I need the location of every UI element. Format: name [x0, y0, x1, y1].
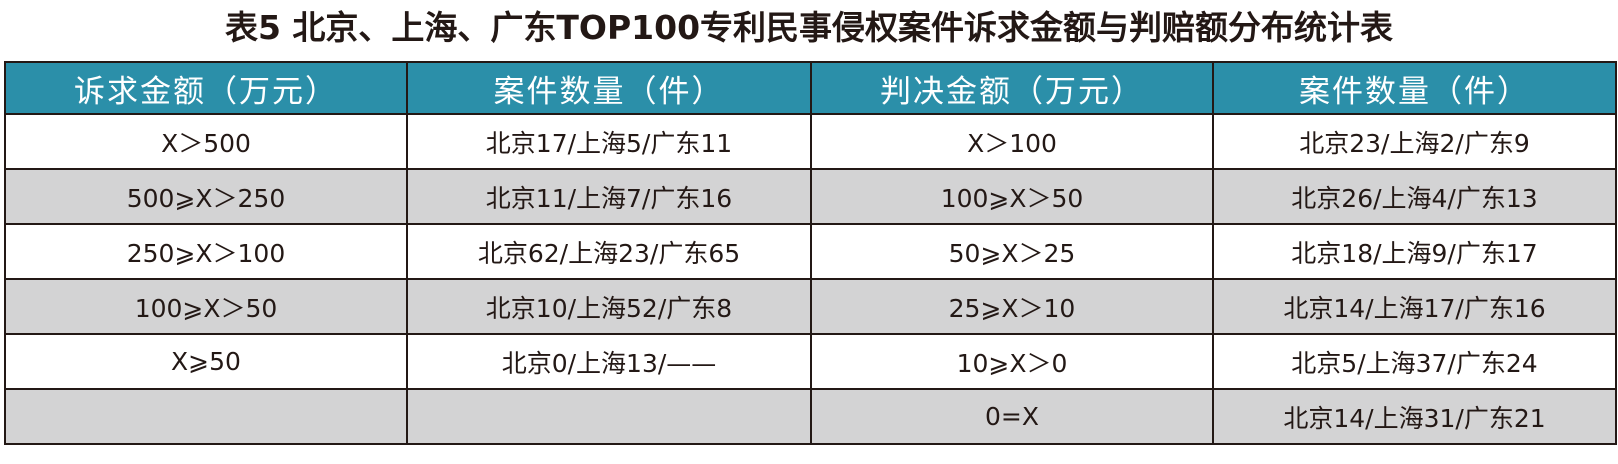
header-claim-case-count: 案件数量（件）	[406, 61, 812, 115]
table-row: X＞500 北京17/上海5/广东11 X＞100 北京23/上海2/广东9	[4, 113, 1617, 170]
claim-case-count-cell	[406, 388, 812, 445]
judgment-amount-cell: 100⩾X＞50	[810, 168, 1214, 225]
table-row: 100⩾X＞50 北京10/上海52/广东8 25⩾X＞10 北京14/上海17…	[4, 278, 1617, 335]
table-row: 0=X 北京14/上海31/广东21	[4, 388, 1617, 445]
judgment-amount-cell: 25⩾X＞10	[810, 278, 1214, 335]
statistics-table: 诉求金额（万元） 案件数量（件） 判决金额（万元） 案件数量（件） X＞500 …	[4, 61, 1617, 445]
table-row: 250⩾X＞100 北京62/上海23/广东65 50⩾X＞25 北京18/上海…	[4, 223, 1617, 280]
table-row: 500⩾X＞250 北京11/上海7/广东16 100⩾X＞50 北京26/上海…	[4, 168, 1617, 225]
judgment-case-count-cell: 北京26/上海4/广东13	[1212, 168, 1617, 225]
judgment-case-count-cell: 北京14/上海31/广东21	[1212, 388, 1617, 445]
judgment-amount-cell: 50⩾X＞25	[810, 223, 1214, 280]
header-judgment-case-count: 案件数量（件）	[1212, 61, 1617, 115]
header-judgment-amount: 判决金额（万元）	[810, 61, 1214, 115]
claim-case-count-cell: 北京0/上海13/——	[406, 333, 812, 390]
judgment-amount-cell: 0=X	[810, 388, 1214, 445]
claim-amount-cell	[4, 388, 408, 445]
claim-case-count-cell: 北京11/上海7/广东16	[406, 168, 812, 225]
header-claim-amount: 诉求金额（万元）	[4, 61, 408, 115]
judgment-amount-cell: 10⩾X＞0	[810, 333, 1214, 390]
claim-amount-cell: 500⩾X＞250	[4, 168, 408, 225]
claim-case-count-cell: 北京62/上海23/广东65	[406, 223, 812, 280]
claim-case-count-cell: 北京10/上海52/广东8	[406, 278, 812, 335]
claim-amount-cell: X⩾50	[4, 333, 408, 390]
table-title: 表5 北京、上海、广东TOP100专利民事侵权案件诉求金额与判赔额分布统计表	[224, 8, 1394, 47]
claim-amount-cell: 250⩾X＞100	[4, 223, 408, 280]
judgment-case-count-cell: 北京5/上海37/广东24	[1212, 333, 1617, 390]
claim-case-count-cell: 北京17/上海5/广东11	[406, 113, 812, 170]
claim-amount-cell: X＞500	[4, 113, 408, 170]
table-row: X⩾50 北京0/上海13/—— 10⩾X＞0 北京5/上海37/广东24	[4, 333, 1617, 390]
claim-amount-cell: 100⩾X＞50	[4, 278, 408, 335]
judgment-case-count-cell: 北京18/上海9/广东17	[1212, 223, 1617, 280]
judgment-case-count-cell: 北京23/上海2/广东9	[1212, 113, 1617, 170]
judgment-amount-cell: X＞100	[810, 113, 1214, 170]
judgment-case-count-cell: 北京14/上海17/广东16	[1212, 278, 1617, 335]
header-row: 诉求金额（万元） 案件数量（件） 判决金额（万元） 案件数量（件）	[4, 61, 1617, 115]
